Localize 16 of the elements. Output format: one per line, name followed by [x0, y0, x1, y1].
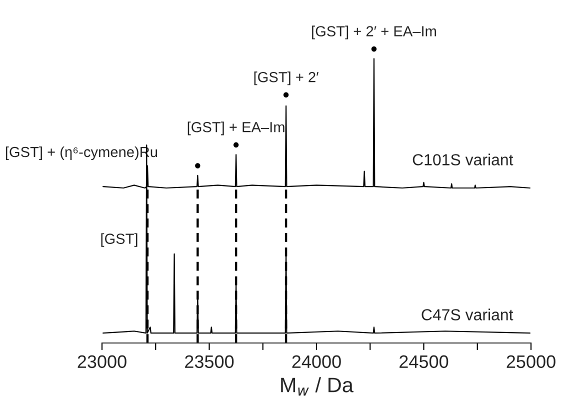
point — [233, 142, 239, 148]
point — [195, 163, 200, 168]
series-label: C47S variant — [422, 308, 514, 320]
annotation: [GST] + EA–Im — [188, 122, 284, 136]
point — [283, 92, 289, 98]
x-axis-title: M$_{w}$ / Da — [281, 377, 354, 396]
x-tick-label: 23000 — [78, 355, 126, 368]
x-tick-label: 24500 — [400, 355, 448, 368]
x-tick-label: 24000 — [292, 355, 341, 368]
annotation: [GST] + 2′ — [254, 72, 319, 86]
x-tick-label: 25000 — [506, 355, 556, 368]
series-label: C101S variant — [412, 154, 514, 166]
x-tick-label: 23500 — [185, 355, 234, 368]
point — [371, 46, 377, 52]
annotation: [GST] — [101, 233, 138, 247]
annotation: [GST] + 2′ + EA–Im — [312, 26, 436, 40]
